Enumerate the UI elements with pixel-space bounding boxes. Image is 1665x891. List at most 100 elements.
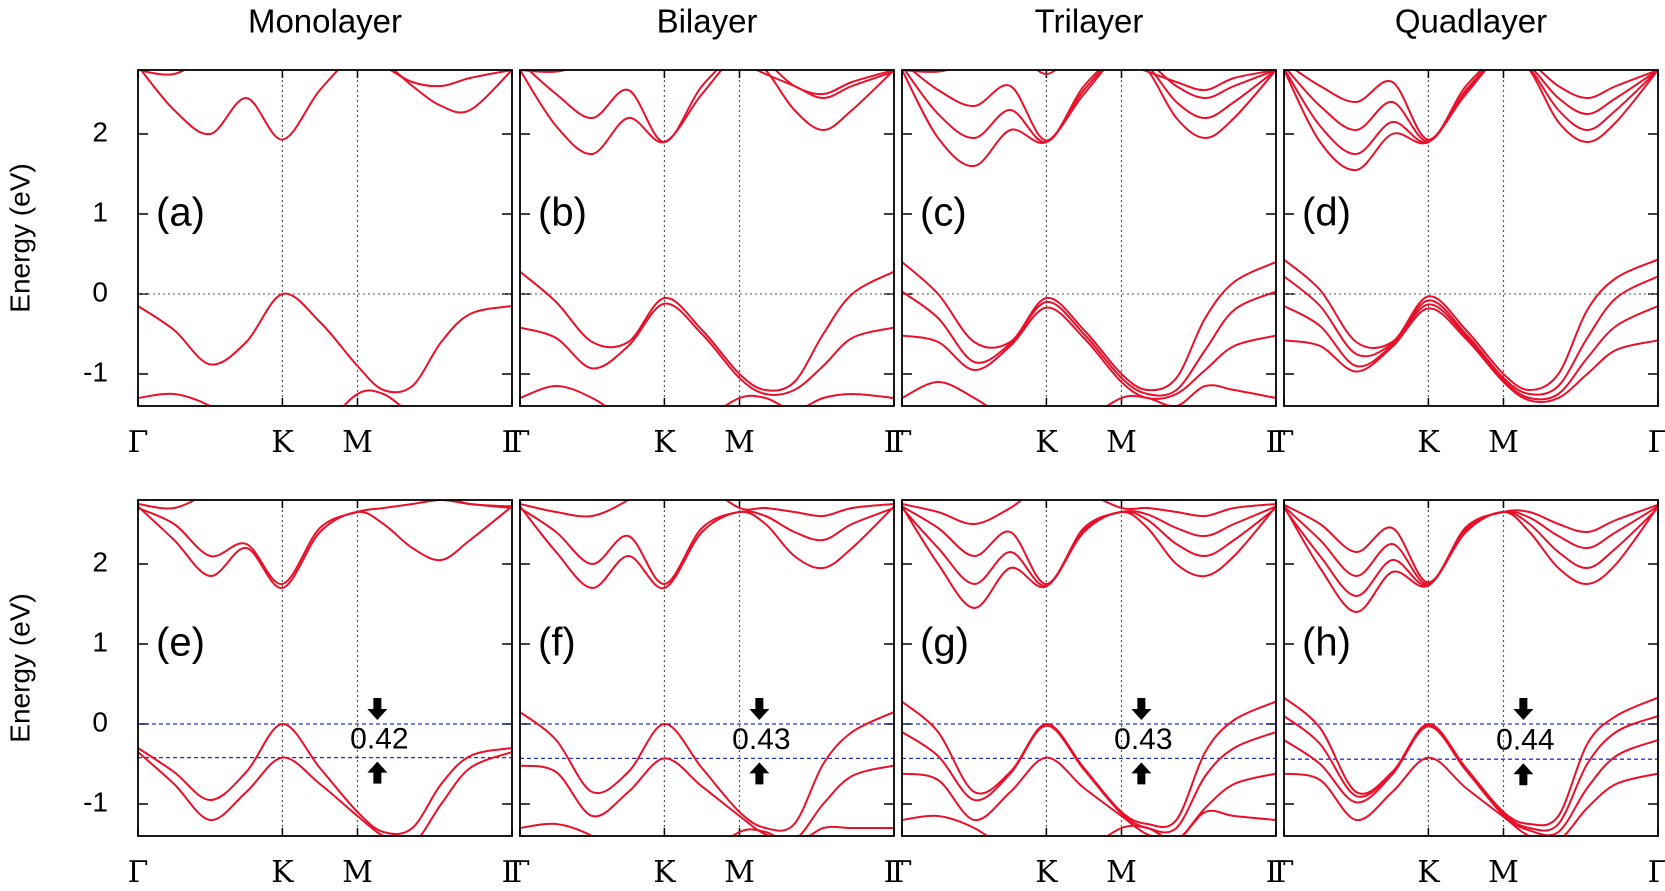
band bbox=[138, 722, 512, 836]
band bbox=[138, 505, 512, 589]
arrow-up bbox=[1513, 763, 1534, 786]
y-tick-label: 2 bbox=[92, 116, 108, 147]
plot-frame bbox=[1283, 499, 1659, 837]
panel: Bilayer Γ K M Γ (b) bbox=[510, 3, 905, 460]
panel: Γ K M Γ (f) 0.43 bbox=[510, 499, 904, 890]
band bbox=[1284, 275, 1658, 396]
band bbox=[520, 270, 894, 392]
band bbox=[903, 70, 1276, 144]
band bbox=[138, 500, 512, 585]
x-tick-label: Γ bbox=[502, 425, 523, 460]
arrow-down bbox=[749, 698, 770, 720]
x-tick-label: M bbox=[1106, 425, 1137, 460]
band bbox=[520, 711, 894, 832]
band bbox=[1284, 505, 1658, 585]
x-tick-label: M bbox=[1488, 855, 1519, 890]
x-tick-label: Γ bbox=[510, 855, 531, 890]
band bbox=[1293, 70, 1658, 141]
y-tick-label: 1 bbox=[92, 626, 108, 657]
x-tick-label: Γ bbox=[892, 425, 913, 460]
x-tick-label: Γ bbox=[502, 855, 523, 890]
x-tick-label: K bbox=[271, 855, 294, 890]
band bbox=[1284, 303, 1658, 401]
band bbox=[520, 384, 894, 406]
y-tick-label: 0 bbox=[92, 276, 108, 307]
band bbox=[902, 505, 1276, 610]
x-tick-label: Γ bbox=[1274, 855, 1295, 890]
x-tick-label: K bbox=[1417, 855, 1440, 890]
panel-label: (c) bbox=[920, 191, 967, 235]
x-tick-label: M bbox=[342, 855, 373, 890]
y-tick-label: 1 bbox=[92, 196, 108, 227]
band bbox=[902, 306, 1276, 400]
arrow-up bbox=[367, 761, 388, 784]
panel: Trilayer Γ K M Γ (c) bbox=[892, 3, 1287, 460]
band bbox=[902, 70, 1276, 168]
x-tick-label: Γ bbox=[510, 425, 531, 460]
x-tick-label: M bbox=[724, 855, 755, 890]
gap-value: 0.43 bbox=[1114, 723, 1172, 756]
x-tick-label: K bbox=[271, 425, 294, 460]
band bbox=[1286, 70, 1658, 143]
band bbox=[1284, 70, 1658, 172]
band bbox=[520, 822, 894, 836]
band bbox=[520, 70, 894, 100]
band bbox=[1284, 70, 1658, 156]
y-tick-label: -1 bbox=[83, 786, 108, 817]
x-tick-label: Γ bbox=[892, 855, 913, 890]
plot-frame bbox=[1283, 69, 1659, 407]
band bbox=[138, 389, 512, 406]
band bbox=[902, 505, 1276, 586]
x-tick-label: K bbox=[1035, 855, 1058, 890]
band bbox=[902, 290, 1276, 397]
plot-frame bbox=[519, 499, 895, 837]
band bbox=[902, 507, 1276, 587]
band bbox=[1284, 725, 1658, 836]
band bbox=[520, 70, 894, 156]
panel-label: (a) bbox=[156, 191, 205, 235]
panel-label: (d) bbox=[1302, 191, 1351, 235]
panel-title: Bilayer bbox=[657, 3, 758, 40]
x-tick-label: K bbox=[653, 855, 676, 890]
band bbox=[902, 700, 1276, 828]
band bbox=[902, 261, 1276, 392]
band bbox=[520, 500, 894, 518]
band bbox=[1284, 503, 1658, 584]
panel-title: Monolayer bbox=[248, 3, 402, 40]
band bbox=[1284, 307, 1658, 403]
panel-label: (b) bbox=[538, 191, 587, 235]
band bbox=[902, 756, 1276, 836]
plot-frame bbox=[901, 69, 1277, 407]
panel-title: Quadlayer bbox=[1395, 3, 1547, 40]
x-tick-label: K bbox=[653, 425, 676, 460]
x-tick-label: Γ bbox=[1648, 425, 1665, 460]
x-tick-label: Γ bbox=[1266, 425, 1287, 460]
band bbox=[520, 505, 894, 590]
x-tick-label: M bbox=[1488, 425, 1519, 460]
band bbox=[138, 292, 512, 394]
band bbox=[527, 70, 894, 144]
band bbox=[902, 500, 1276, 526]
x-tick-label: K bbox=[1417, 425, 1440, 460]
plot-frame bbox=[519, 69, 895, 407]
band bbox=[520, 302, 894, 396]
panel: Γ K M Γ (g) 0.43 bbox=[892, 499, 1287, 890]
plot-frame bbox=[137, 499, 513, 837]
band bbox=[138, 751, 512, 836]
band bbox=[902, 724, 1276, 834]
panel-title: Trilayer bbox=[1035, 3, 1144, 40]
plot-frame bbox=[137, 69, 513, 407]
x-tick-label: Γ bbox=[1266, 855, 1287, 890]
panel: Γ K M Γ (h) 0.44 bbox=[1274, 499, 1665, 890]
band bbox=[902, 70, 1276, 92]
x-tick-label: Γ bbox=[128, 425, 149, 460]
x-tick-label: Γ bbox=[1648, 855, 1665, 890]
band bbox=[138, 70, 512, 88]
gap-value: 0.42 bbox=[350, 723, 408, 756]
x-tick-label: M bbox=[342, 425, 373, 460]
band bbox=[138, 843, 512, 884]
panel-label: (h) bbox=[1302, 621, 1351, 665]
panel: Monolayer Energy (eV) Γ K M Γ -1 0 1 2 (a) bbox=[4, 3, 522, 460]
band bbox=[139, 70, 512, 141]
